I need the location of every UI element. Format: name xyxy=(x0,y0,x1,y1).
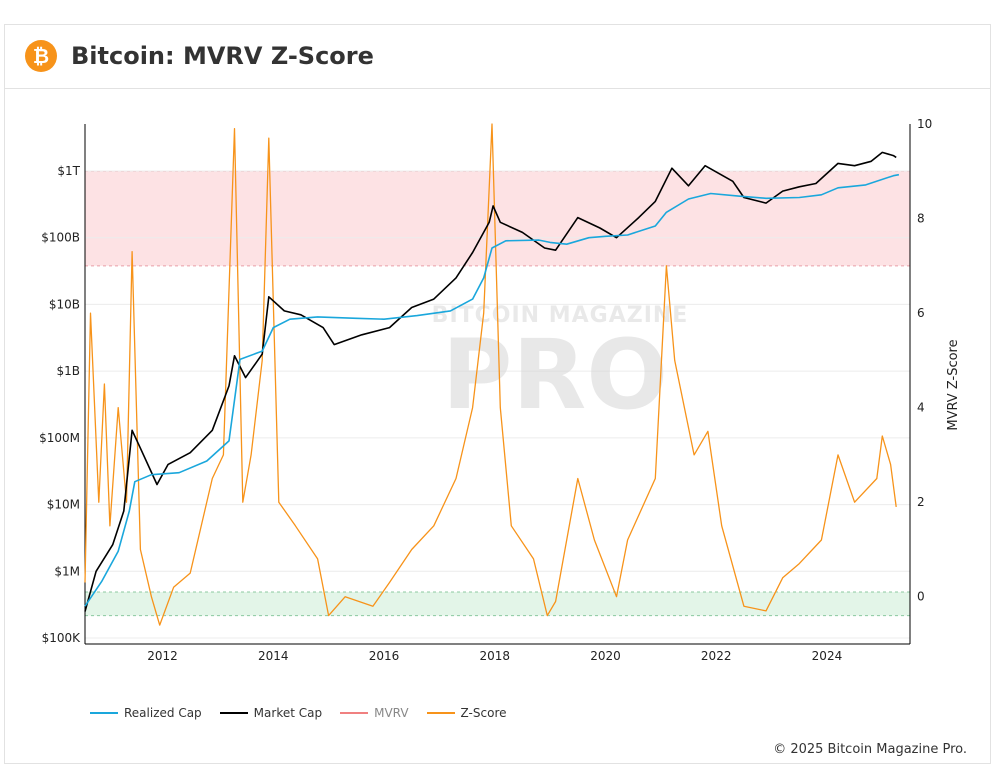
legend-label: Realized Cap xyxy=(124,706,202,720)
series-line-z-score xyxy=(84,123,897,626)
x-tick-label: 2020 xyxy=(590,649,621,663)
watermark-top-text: BITCOIN MAGAZINE xyxy=(432,303,689,328)
legend-item-market-cap[interactable]: Market Cap xyxy=(219,706,323,720)
x-tick-label: 2016 xyxy=(369,649,400,663)
left-tick-label: $1M xyxy=(54,564,80,578)
right-tick-label: 10 xyxy=(917,117,932,131)
legend-label: Market Cap xyxy=(253,706,323,720)
x-tick-label: 2012 xyxy=(147,649,178,663)
right-tick-label: 4 xyxy=(917,401,925,415)
legend-item-mvrv[interactable]: MVRV xyxy=(340,706,409,720)
chart-header: ₿ Bitcoin: MVRV Z-Score xyxy=(5,25,990,89)
legend-swatch-realized-cap xyxy=(90,712,118,714)
x-tick-label: 2024 xyxy=(812,649,843,663)
zone-overvalued xyxy=(85,171,910,266)
legend-item-zscore[interactable]: Z-Score xyxy=(426,706,507,720)
watermark-main-text: PRO xyxy=(442,319,668,431)
watermark: BITCOIN MAGAZINE PRO xyxy=(432,303,689,431)
series-line-realized-cap xyxy=(84,173,900,607)
bitcoin-logo-icon: ₿ xyxy=(25,40,57,72)
legend-label: Z-Score xyxy=(460,706,507,720)
x-tick-label: 2022 xyxy=(701,649,732,663)
right-axis-title: MVRV Z-Score xyxy=(946,339,961,430)
left-tick-label: $100M xyxy=(39,431,80,445)
right-tick-label: 6 xyxy=(917,306,925,320)
copyright-text: © 2025 Bitcoin Magazine Pro. xyxy=(773,742,967,757)
legend-swatch-mvrv xyxy=(340,712,369,714)
right-tick-label: 0 xyxy=(917,590,925,604)
x-tick-label: 2014 xyxy=(258,649,289,663)
chart-legend: Realized Cap Market Cap MVRV Z-Score xyxy=(90,705,507,721)
zone-undervalued xyxy=(85,592,910,616)
left-tick-label: $10B xyxy=(49,297,80,311)
legend-label: MVRV xyxy=(374,706,409,720)
series-line-market-cap xyxy=(84,151,897,612)
chart-card: ₿ Bitcoin: MVRV Z-Score xyxy=(4,24,991,764)
legend-item-realized-cap[interactable]: Realized Cap xyxy=(90,706,202,720)
left-tick-label: $1B xyxy=(56,364,80,378)
legend-swatch-zscore xyxy=(426,712,455,714)
legend-swatch-market-cap xyxy=(219,712,248,714)
left-tick-label: $100K xyxy=(42,631,82,645)
right-tick-label: 8 xyxy=(917,212,925,226)
right-tick-label: 2 xyxy=(917,495,925,509)
left-tick-label: $100B xyxy=(41,231,80,245)
x-tick-label: 2018 xyxy=(479,649,510,663)
left-tick-label: $1T xyxy=(57,164,80,178)
page-title: Bitcoin: MVRV Z-Score xyxy=(71,42,374,70)
left-tick-label: $10M xyxy=(47,498,80,512)
